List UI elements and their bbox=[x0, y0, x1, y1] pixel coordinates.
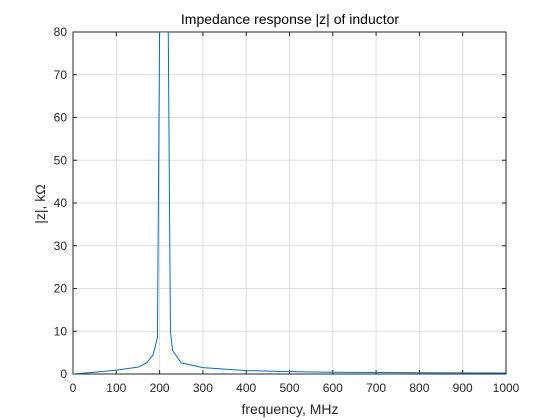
axis-ticks: 0 100 200 300 400 500 600 700 800 900 1000 0 10 20 30 4… bbox=[54, 25, 520, 395]
y-tick-label: 20 bbox=[54, 282, 68, 296]
x-tick-label: 100 bbox=[106, 381, 126, 395]
x-tick-label: 800 bbox=[409, 381, 429, 395]
y-tick-label: 60 bbox=[54, 111, 68, 125]
x-tick-label: 400 bbox=[236, 381, 256, 395]
x-tick-label: 900 bbox=[453, 381, 473, 395]
series-layer bbox=[73, 32, 506, 374]
x-tick-label: 600 bbox=[323, 381, 343, 395]
x-tick-label: 300 bbox=[193, 381, 213, 395]
y-tick-label: 80 bbox=[54, 25, 68, 39]
y-tick-label: 40 bbox=[54, 196, 68, 210]
x-tick-label: 500 bbox=[279, 381, 299, 395]
y-tick-label: 70 bbox=[54, 68, 68, 82]
impedance-series-line bbox=[73, 32, 506, 374]
y-tick-label: 50 bbox=[54, 153, 68, 167]
y-tick-label: 10 bbox=[54, 324, 68, 338]
x-axis-label: frequency, MHz bbox=[242, 401, 339, 417]
x-tick-label: 0 bbox=[70, 381, 77, 395]
y-tick-label: 0 bbox=[60, 367, 67, 381]
y-tick-label: 30 bbox=[54, 239, 68, 253]
x-tick-label: 200 bbox=[150, 381, 170, 395]
x-tick-label: 1000 bbox=[493, 381, 520, 395]
y-axis-label: |z|, kΩ bbox=[32, 184, 48, 224]
x-tick-label: 700 bbox=[366, 381, 386, 395]
chart-title: Impedance response |z| of inductor bbox=[181, 11, 400, 27]
